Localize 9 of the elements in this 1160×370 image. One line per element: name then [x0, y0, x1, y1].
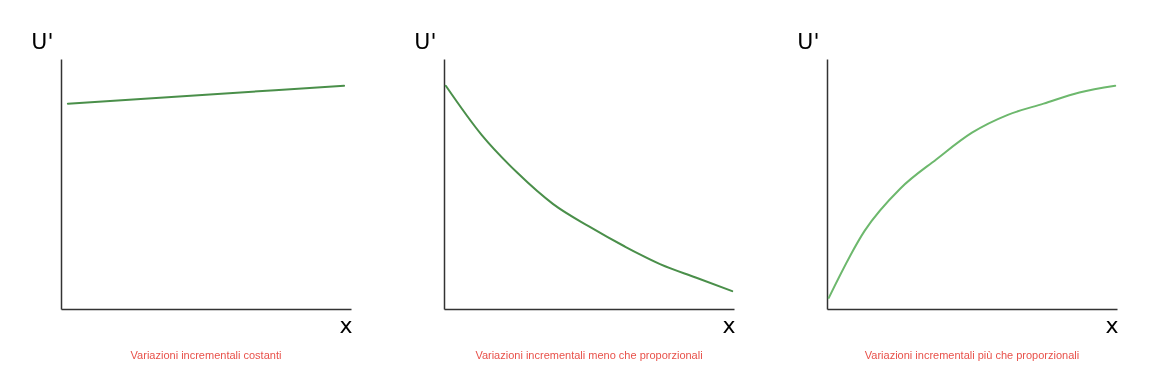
text: Variazioni incrementali costanti — [130, 349, 282, 361]
text: Variazioni incrementali meno che proporzionali — [475, 349, 703, 361]
text: Variazioni incrementali più che proporzionali — [864, 349, 1080, 361]
y-axis-title: U' — [797, 28, 820, 54]
x-axis-title: x — [1105, 312, 1119, 338]
y-axis-title: U' — [414, 28, 437, 54]
x-axis-title: x — [722, 312, 736, 338]
y-axis-title: U' — [31, 28, 54, 54]
x-axis-title: x — [339, 312, 353, 338]
